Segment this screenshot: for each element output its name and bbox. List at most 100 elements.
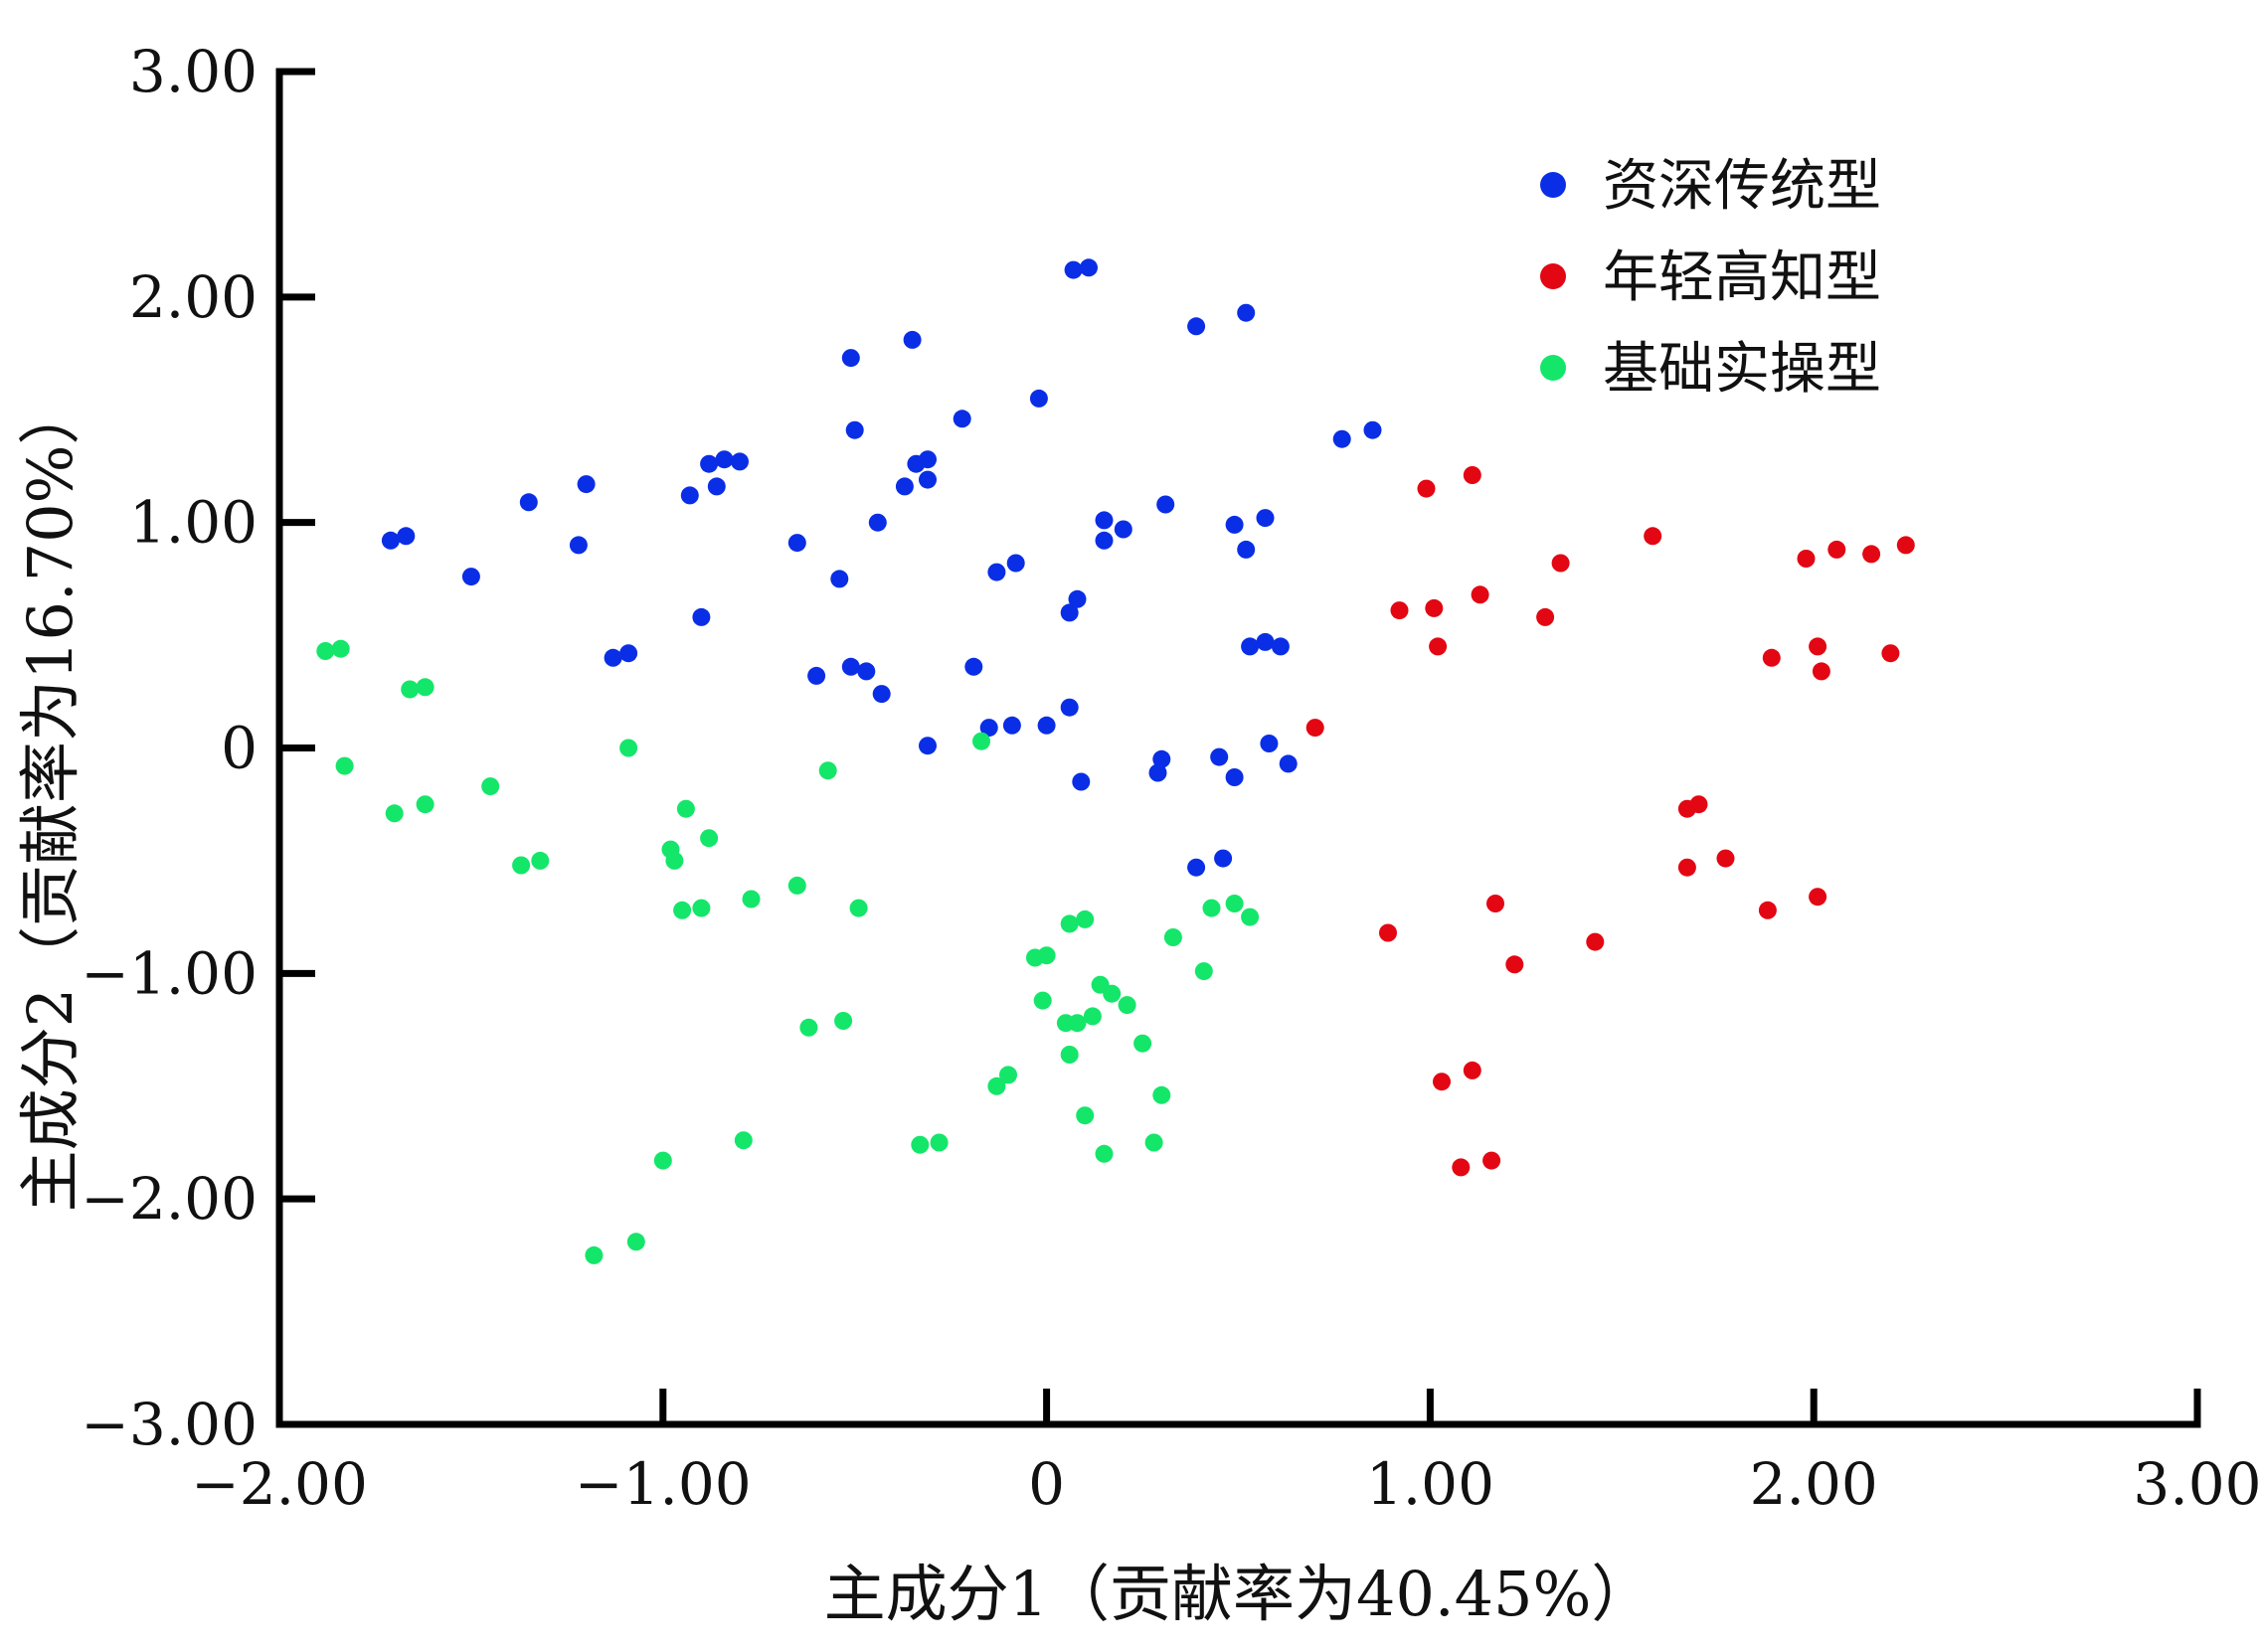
data-point bbox=[1068, 589, 1087, 608]
data-point bbox=[1279, 754, 1298, 773]
y-tick-label: −1.00 bbox=[81, 939, 258, 1007]
data-point bbox=[1225, 895, 1244, 912]
data-point bbox=[1103, 984, 1122, 1003]
data-point bbox=[1471, 585, 1489, 604]
data-point bbox=[707, 477, 726, 496]
data-point bbox=[1433, 1073, 1451, 1091]
data-point bbox=[841, 349, 860, 368]
data-point bbox=[1881, 644, 1900, 663]
legend-marker bbox=[1540, 263, 1566, 289]
data-point bbox=[857, 662, 876, 681]
data-point bbox=[700, 829, 719, 848]
data-point bbox=[1237, 303, 1256, 322]
data-point bbox=[1076, 1106, 1095, 1125]
data-point bbox=[787, 876, 806, 895]
data-point bbox=[1417, 479, 1436, 498]
data-point bbox=[1152, 749, 1171, 768]
data-point bbox=[569, 536, 588, 555]
data-point bbox=[731, 452, 749, 471]
y-tick-label: 0 bbox=[221, 715, 258, 782]
data-point bbox=[416, 678, 434, 697]
data-point bbox=[1644, 527, 1662, 546]
y-tick-label: 1.00 bbox=[129, 489, 258, 557]
series-1-points bbox=[381, 258, 1382, 877]
data-point bbox=[653, 1151, 672, 1170]
data-point bbox=[1118, 996, 1136, 1015]
y-ticks: −3.00 −2.00 −1.00 0 1.00 2.00 3.00 bbox=[81, 38, 315, 1458]
data-point bbox=[1144, 1133, 1163, 1152]
legend-marker bbox=[1540, 355, 1566, 381]
data-point bbox=[381, 531, 400, 550]
data-point bbox=[1241, 637, 1260, 656]
series-3-points bbox=[316, 639, 1260, 1264]
data-point bbox=[830, 570, 849, 588]
data-point bbox=[1758, 901, 1777, 919]
data-point bbox=[1002, 716, 1021, 735]
data-points bbox=[316, 258, 1915, 1264]
data-point bbox=[1148, 763, 1167, 782]
data-point bbox=[1677, 858, 1696, 877]
data-point bbox=[1809, 888, 1827, 907]
data-point bbox=[673, 901, 692, 919]
data-point bbox=[680, 486, 699, 505]
data-point bbox=[1305, 719, 1324, 738]
data-point bbox=[895, 477, 914, 496]
data-point bbox=[1029, 389, 1048, 408]
data-point bbox=[692, 607, 711, 626]
data-point bbox=[1241, 908, 1260, 926]
y-tick-label: 2.00 bbox=[129, 263, 258, 331]
y-tick-label: 3.00 bbox=[129, 38, 258, 105]
data-point bbox=[1060, 914, 1079, 933]
y-axis-title: 主成分2（贡献率为16.70%） bbox=[14, 384, 87, 1213]
data-point bbox=[1827, 540, 1846, 559]
data-point bbox=[1379, 923, 1397, 942]
legend-label: 年轻高知型 bbox=[1603, 246, 1881, 310]
data-point bbox=[461, 568, 480, 586]
data-point bbox=[401, 680, 420, 699]
data-point bbox=[1896, 536, 1915, 555]
data-point bbox=[1256, 632, 1275, 651]
data-point bbox=[619, 644, 638, 663]
data-point bbox=[1060, 603, 1079, 622]
data-point bbox=[700, 454, 719, 473]
data-point bbox=[1210, 747, 1229, 766]
data-point bbox=[692, 899, 711, 917]
data-point bbox=[1187, 858, 1206, 877]
data-point bbox=[1225, 768, 1244, 786]
y-tick-label: −2.00 bbox=[81, 1165, 258, 1233]
data-point bbox=[1716, 849, 1735, 868]
data-point bbox=[972, 732, 990, 750]
data-point bbox=[481, 777, 500, 796]
data-point bbox=[1163, 928, 1182, 946]
data-point bbox=[1033, 991, 1052, 1010]
data-point bbox=[1482, 1151, 1501, 1170]
data-point bbox=[1425, 598, 1444, 617]
data-point bbox=[577, 475, 596, 494]
data-point bbox=[715, 450, 734, 469]
legend-label: 基础实操型 bbox=[1603, 337, 1881, 402]
data-point bbox=[953, 410, 971, 428]
data-point bbox=[665, 851, 684, 870]
x-axis-title: 主成分1（贡献率为40.45%） bbox=[824, 1558, 1653, 1630]
data-point bbox=[676, 799, 695, 818]
x-tick-label: 2.00 bbox=[1750, 1450, 1878, 1518]
data-point bbox=[987, 1076, 1006, 1095]
data-point bbox=[1202, 899, 1221, 917]
data-point bbox=[1332, 429, 1351, 448]
data-point bbox=[1152, 1085, 1171, 1104]
data-point bbox=[512, 856, 531, 875]
data-point bbox=[1095, 511, 1114, 530]
data-point bbox=[1271, 637, 1290, 656]
legend-marker bbox=[1540, 172, 1566, 198]
data-point bbox=[834, 1012, 853, 1030]
data-point bbox=[1260, 735, 1279, 752]
y-tick-label: −3.00 bbox=[81, 1391, 258, 1458]
data-point bbox=[1037, 716, 1056, 735]
data-point bbox=[849, 899, 868, 917]
data-point bbox=[734, 1131, 753, 1150]
data-point bbox=[1072, 772, 1091, 791]
data-point bbox=[903, 330, 922, 349]
data-point bbox=[1068, 1014, 1087, 1033]
data-point bbox=[1064, 260, 1083, 279]
